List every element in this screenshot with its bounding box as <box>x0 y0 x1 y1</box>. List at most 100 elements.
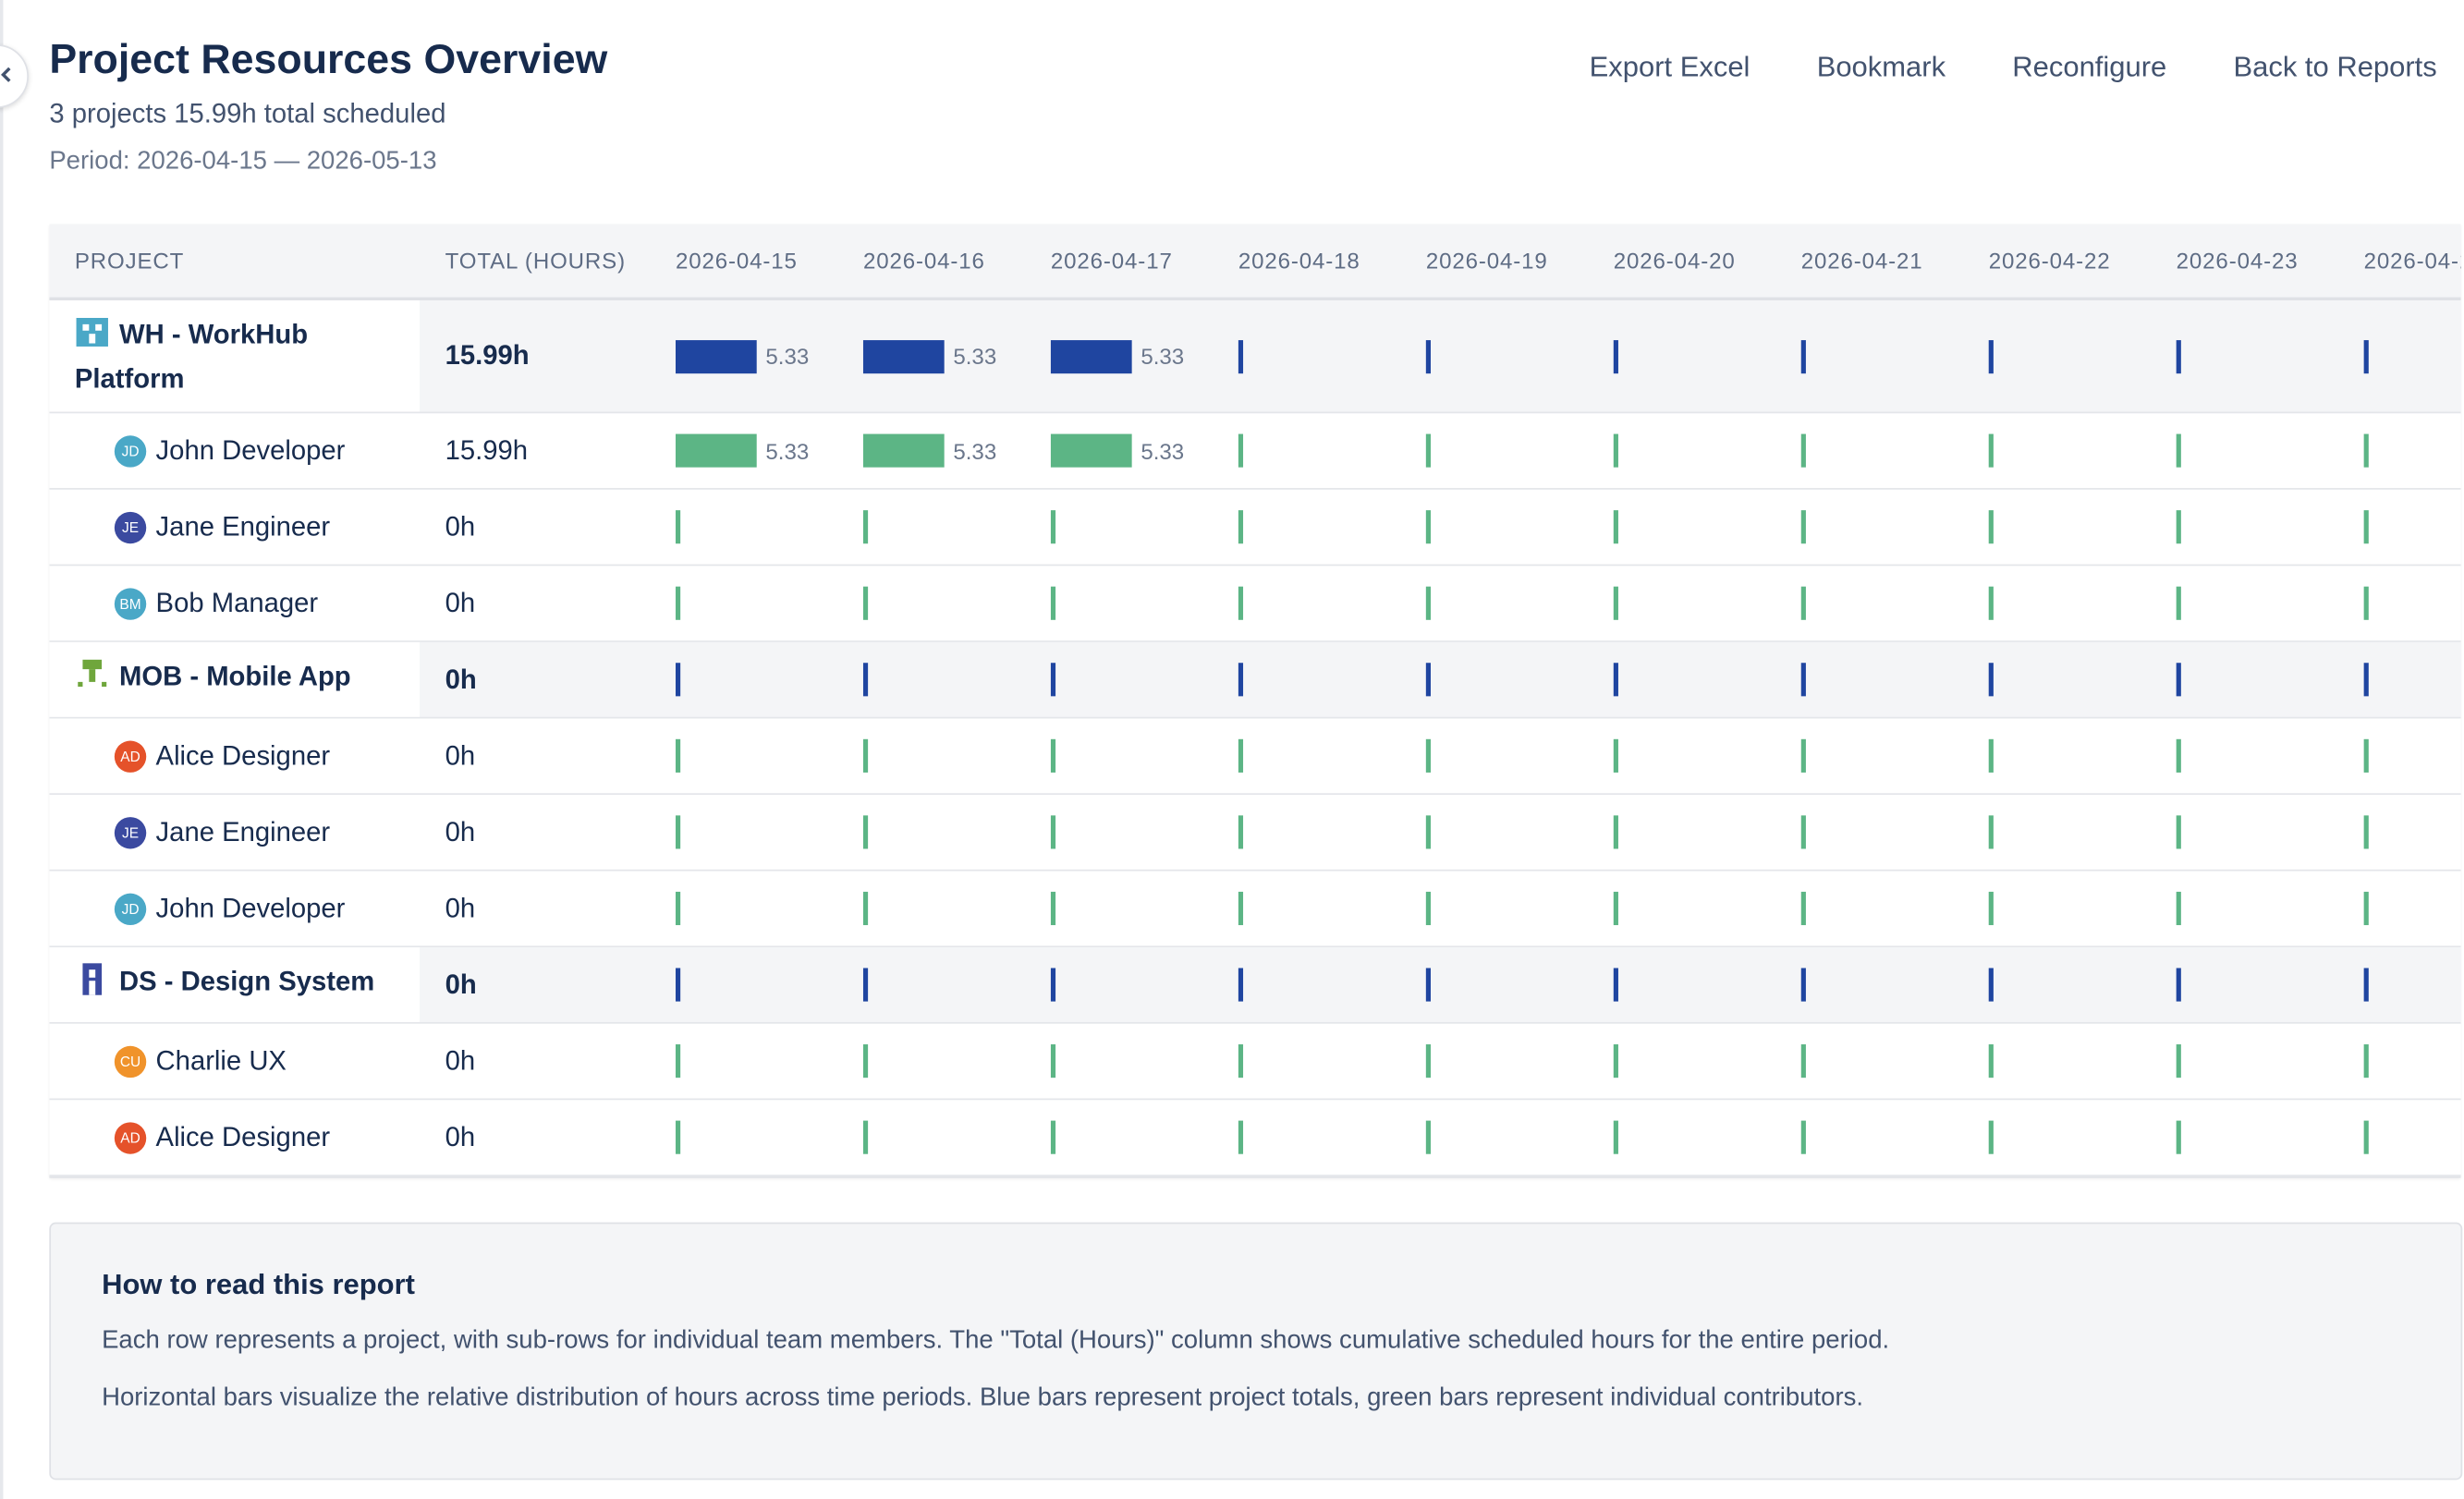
hours-bar <box>1050 663 1056 697</box>
day-cell <box>2153 891 2340 926</box>
action-link[interactable]: Bookmark <box>1816 51 1946 83</box>
day-cell <box>839 815 1027 849</box>
day-cell <box>652 738 839 773</box>
day-cell <box>1965 1044 2153 1079</box>
hours-bar <box>862 433 945 468</box>
day-cell <box>1777 586 1965 620</box>
hours-bar <box>2363 339 2369 373</box>
member-total: 0h <box>445 816 476 847</box>
day-cell <box>839 586 1027 620</box>
hours-bar <box>1800 510 1806 544</box>
hours-bar <box>1425 738 1431 773</box>
hours-bar <box>1050 1120 1056 1154</box>
day-cell <box>2340 968 2461 1002</box>
hours-bar <box>2176 968 2181 1002</box>
day-cell <box>2153 433 2340 468</box>
day-cell <box>1402 433 1590 468</box>
day-cell <box>839 968 1027 1002</box>
action-link[interactable]: Export Excel <box>1589 51 1750 83</box>
date-header: 2026-04-18 <box>1238 248 1360 274</box>
actions: Export Excel Bookmark Reconfigure Back to R… <box>1590 51 2437 84</box>
day-cell <box>1965 891 2153 926</box>
hours-bar <box>2176 891 2181 926</box>
day-cell <box>1027 510 1214 544</box>
hours-bar <box>862 339 945 373</box>
hours-bar <box>2176 433 2181 468</box>
hours-bar <box>1800 586 1806 620</box>
hours-bar <box>2363 586 2369 620</box>
date-header: 2026-04-24 <box>2363 248 2461 274</box>
project-icon <box>75 656 110 702</box>
day-cell <box>1777 1044 1965 1079</box>
day-cell <box>1214 586 1402 620</box>
hours-bar <box>1425 586 1431 620</box>
day-cell <box>2340 1044 2461 1079</box>
hours-bar <box>1238 1120 1244 1154</box>
hours-bar <box>1238 663 1244 697</box>
collapse-button[interactable] <box>0 44 29 108</box>
day-cell <box>2153 510 2340 544</box>
hours-label: 5.33 <box>1141 437 1185 464</box>
hours-bar <box>1425 891 1431 926</box>
member-total: 0h <box>445 1044 476 1076</box>
hours-bar <box>1988 738 1994 773</box>
day-cell <box>1965 586 2153 620</box>
action-link[interactable]: Back to Reports <box>2233 51 2437 83</box>
day-cell <box>1214 738 1402 773</box>
avatar: CU <box>114 1044 147 1078</box>
member-name: John Developer <box>155 434 346 466</box>
day-cell <box>1965 510 2153 544</box>
hours-bar <box>1800 433 1806 468</box>
hours-bar <box>1800 968 1806 1002</box>
hours-bar <box>1050 891 1056 926</box>
hours-bar <box>1613 663 1618 697</box>
hours-bar <box>862 815 869 849</box>
hours-bar <box>1613 1120 1618 1154</box>
day-cell <box>1027 815 1214 849</box>
day-cell: 5.33 <box>839 339 1027 373</box>
member-name: Charlie UX <box>155 1044 287 1076</box>
project-name-wrap: MOB - Mobile App <box>75 656 367 702</box>
hours-bar <box>676 1120 681 1154</box>
member-total: 0h <box>445 739 476 771</box>
member-cell: CU Charlie UX <box>49 1044 420 1078</box>
day-cell <box>1590 510 1777 544</box>
day-cell <box>1590 1044 1777 1079</box>
project-name: WH - WorkHub Platform <box>74 318 309 394</box>
day-cell <box>2153 968 2340 1002</box>
hours-bar <box>1613 738 1618 773</box>
member-name: Jane Engineer <box>155 816 331 847</box>
hours-bar <box>1238 738 1244 773</box>
hours-bar <box>1800 1120 1806 1154</box>
member-name: Alice Designer <box>155 739 331 771</box>
hours-bar <box>862 586 869 620</box>
hours-bar <box>1238 968 1244 1002</box>
hours-bar <box>1050 815 1056 849</box>
day-cell: 5.33 <box>652 339 839 373</box>
day-cell <box>1590 815 1777 849</box>
member-row: JE Jane Engineer 0h <box>49 795 2461 871</box>
action-link[interactable]: Reconfigure <box>2012 51 2167 83</box>
day-cell <box>1214 968 1402 1002</box>
hours-bar <box>1613 339 1618 373</box>
hours-bar <box>1988 510 1994 544</box>
day-cell <box>1402 663 1590 697</box>
day-cell <box>1777 663 1965 697</box>
member-cell: JD John Developer <box>49 434 420 467</box>
member-row: CU Charlie UX 0h <box>49 1024 2461 1101</box>
hours-bar <box>1988 663 1994 697</box>
hours-bar <box>1050 586 1056 620</box>
hours-bar <box>1238 510 1244 544</box>
hours-bar <box>1050 433 1131 468</box>
project-cell: WH - WorkHub Platform <box>49 300 421 412</box>
hours-bar <box>1238 1044 1244 1079</box>
project-icon <box>75 314 110 360</box>
member-row: BM Bob Manager 0h <box>49 566 2461 642</box>
hours-bar <box>1613 433 1618 468</box>
hours-bar <box>2176 738 2181 773</box>
hours-bar <box>1800 1044 1806 1079</box>
hours-bar <box>1050 968 1056 1002</box>
hours-label: 5.33 <box>765 437 810 464</box>
hours-label: 5.33 <box>953 343 997 370</box>
